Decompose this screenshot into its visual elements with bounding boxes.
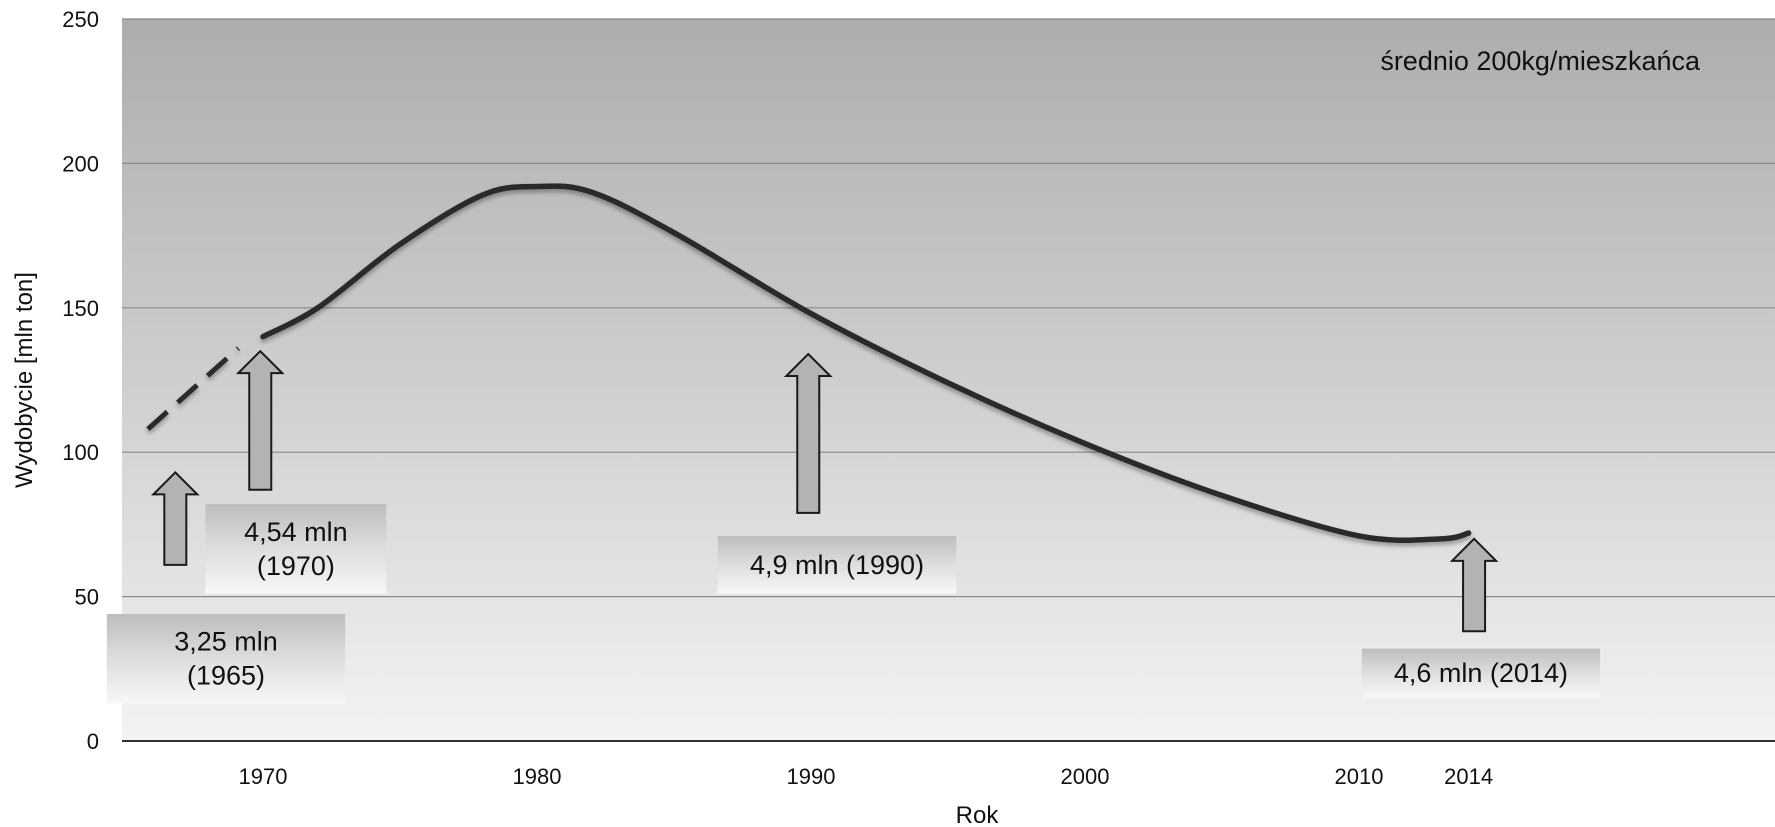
series-line-dashed [146, 346, 241, 431]
chart-note: średnio 200kg/mieszkańca [1380, 46, 1701, 76]
y-tick-label: 150 [62, 296, 99, 321]
annotations: 3,25 mln (1965) 4,54 mln (1970) 4,9 mln (199… [106, 349, 1601, 704]
y-tick-label: 100 [62, 440, 99, 465]
annotation-box [106, 613, 346, 704]
annotation-label: 4,6 mln (2014) [1394, 658, 1568, 688]
x-tick-label: 2010 [1335, 764, 1384, 789]
y-axis-title: Wydobycie [mln ton] [11, 272, 38, 488]
annotation-label: (1970) [257, 551, 335, 581]
annotation-box [205, 504, 387, 594]
series-line [260, 183, 1472, 544]
grid-lines [122, 18, 1775, 598]
y-tick-label: 200 [62, 151, 99, 176]
annotation-box [1361, 648, 1601, 698]
annotation-arrow [150, 471, 200, 566]
y-tick-label: 250 [62, 7, 99, 32]
x-tick-label: 1980 [513, 764, 562, 789]
x-tick-label: 2014 [1444, 764, 1493, 789]
annotation-label: 4,54 mln [244, 517, 348, 547]
annotation-arrow [1449, 537, 1499, 633]
y-tick-label: 0 [87, 729, 99, 754]
x-tick-label: 1990 [787, 764, 836, 789]
y-tick-label: 50 [75, 585, 99, 610]
annotation-label: (1965) [187, 661, 265, 691]
y-axis-ticks: 0 50 100 150 200 250 [62, 7, 99, 754]
annotation-box [717, 535, 957, 594]
annotation-arrow [783, 352, 833, 514]
annotation-label: 4,9 mln (1990) [750, 550, 924, 580]
x-tick-label: 2000 [1061, 764, 1110, 789]
x-axis-title: Rok [956, 802, 1000, 827]
annotation-label: 3,25 mln [174, 627, 278, 657]
annotation-arrow [235, 349, 285, 491]
series-lines [146, 183, 1472, 544]
x-axis-ticks: 1970 1980 1990 2000 2010 2014 [239, 764, 1494, 789]
plot-area [122, 19, 1775, 741]
x-tick-label: 1970 [239, 764, 288, 789]
